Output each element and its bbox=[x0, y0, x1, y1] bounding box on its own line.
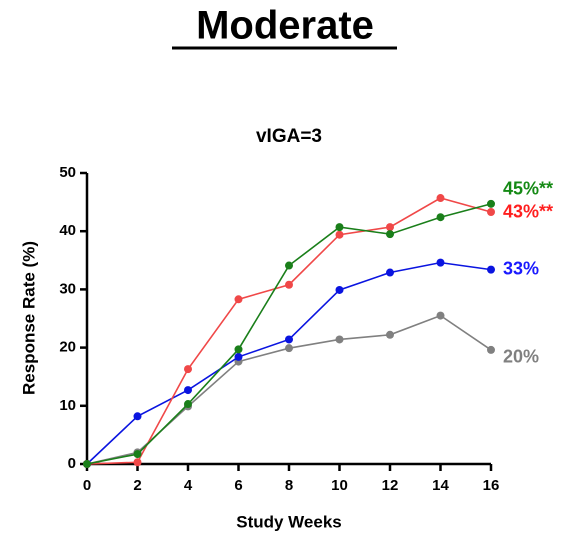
data-point bbox=[234, 352, 243, 361]
data-point bbox=[335, 223, 344, 232]
x-tick-label: 12 bbox=[382, 477, 399, 494]
data-point bbox=[184, 386, 192, 395]
y-tick-label: 50 bbox=[59, 164, 76, 181]
data-point bbox=[285, 335, 293, 344]
data-point bbox=[335, 335, 344, 344]
data-point bbox=[335, 285, 344, 294]
x-axis-label: Study Weeks bbox=[236, 512, 342, 531]
data-point bbox=[285, 261, 293, 270]
data-point bbox=[133, 412, 142, 421]
value-label: 45%** bbox=[503, 179, 553, 199]
data-point bbox=[436, 311, 445, 320]
y-axis-label: Response Rate (%) bbox=[19, 241, 38, 395]
data-point bbox=[487, 265, 495, 274]
y-tick-label: 30 bbox=[59, 280, 76, 297]
series-line bbox=[86, 261, 492, 465]
x-tick-label: 8 bbox=[285, 477, 293, 494]
value-label: 43%** bbox=[503, 202, 553, 222]
x-tick-label: 16 bbox=[483, 477, 500, 494]
data-point bbox=[285, 280, 293, 289]
data-point bbox=[335, 230, 344, 239]
data-point bbox=[285, 344, 293, 353]
data-point bbox=[386, 223, 394, 232]
data-point bbox=[436, 213, 445, 222]
data-point bbox=[386, 330, 394, 339]
data-point bbox=[386, 268, 394, 277]
data-point bbox=[184, 400, 192, 409]
y-tick-label: 0 bbox=[68, 455, 76, 472]
data-point bbox=[133, 458, 142, 467]
data-point bbox=[184, 365, 192, 374]
value-label: 33% bbox=[503, 258, 539, 278]
value-label: 20% bbox=[503, 347, 539, 367]
data-point bbox=[487, 207, 495, 216]
series-line bbox=[86, 197, 492, 465]
data-point bbox=[436, 258, 445, 267]
x-tick-label: 10 bbox=[331, 477, 348, 494]
data-point bbox=[487, 345, 495, 354]
y-tick-label: 40 bbox=[59, 222, 76, 239]
x-tick-label: 14 bbox=[432, 477, 449, 494]
data-point bbox=[487, 199, 495, 208]
x-tick-label: 0 bbox=[83, 477, 91, 494]
x-tick-label: 4 bbox=[184, 477, 193, 494]
x-tick-label: 6 bbox=[234, 477, 242, 494]
data-point bbox=[386, 230, 394, 239]
chart-subtitle: vIGA=3 bbox=[256, 126, 322, 147]
data-point bbox=[234, 345, 243, 354]
data-point bbox=[436, 194, 445, 203]
x-tick-label: 2 bbox=[133, 477, 141, 494]
chart-title: Moderate bbox=[196, 4, 374, 48]
y-tick-label: 20 bbox=[59, 339, 76, 356]
data-point bbox=[234, 295, 243, 304]
series-line bbox=[86, 203, 492, 465]
data-point bbox=[83, 460, 91, 468]
data-point bbox=[133, 450, 142, 459]
y-tick-label: 10 bbox=[59, 397, 76, 414]
